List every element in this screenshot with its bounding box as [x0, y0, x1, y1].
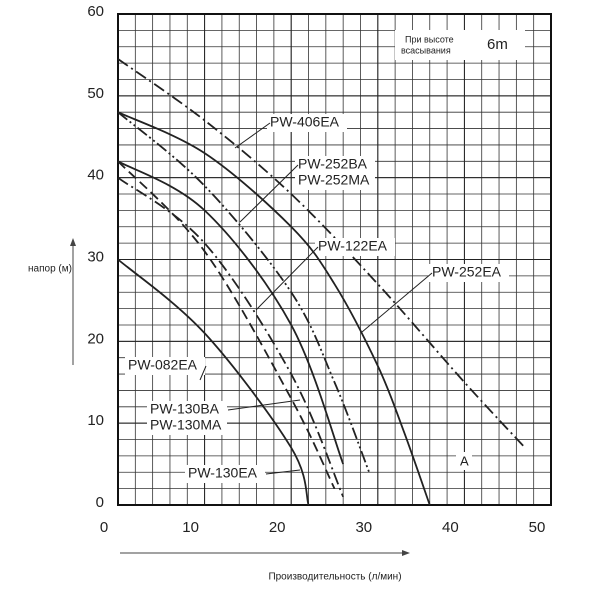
- label-bg: [429, 264, 509, 282]
- x-tick-label: 40: [442, 519, 459, 536]
- leader-line: [255, 246, 319, 311]
- series-line: [117, 111, 370, 473]
- annotation: 6m: [487, 36, 508, 53]
- annotation: A: [460, 453, 469, 468]
- label-bg: [295, 156, 375, 190]
- annotation: всасывания: [401, 45, 451, 55]
- legend-label: PW-122EA: [318, 238, 388, 254]
- leader-line: [239, 164, 299, 223]
- x-axis-label: Производительность (л/мин): [268, 572, 401, 583]
- y-tick-label: 60: [87, 3, 104, 20]
- y-arrow-head: [70, 238, 76, 246]
- annotation-box: [395, 30, 525, 60]
- series-line: [117, 160, 345, 465]
- annotation-bg: [456, 452, 472, 470]
- series-line: [117, 58, 526, 449]
- legend-label: PW-082EA: [128, 357, 198, 373]
- series-line: [117, 111, 431, 506]
- leader-line: [265, 469, 301, 475]
- y-tick-label: 10: [87, 412, 104, 429]
- y-tick-label: 50: [87, 85, 104, 102]
- legend-label: PW-252MA: [298, 172, 370, 188]
- label-bg: [185, 465, 265, 483]
- x-tick-label: 30: [355, 519, 372, 536]
- y-tick-label: 0: [96, 494, 104, 511]
- y-tick-label: 40: [87, 167, 104, 184]
- leader-line: [234, 122, 271, 149]
- label-bg: [267, 114, 347, 132]
- label-bg: [147, 401, 227, 435]
- series-line: [117, 160, 336, 490]
- x-tick-label: 10: [182, 519, 199, 536]
- x-tick-label: 20: [269, 519, 286, 536]
- leader-line: [361, 272, 433, 333]
- leader-line: [227, 399, 301, 411]
- legend-label: PW-252EA: [432, 264, 502, 280]
- legend-label: PW-252BA: [298, 156, 368, 172]
- leader-line: [199, 365, 207, 381]
- x-arrow-head: [402, 550, 410, 556]
- legend-label: PW-130EA: [188, 465, 258, 481]
- y-tick-label: 20: [87, 330, 104, 347]
- label-bg: [315, 238, 395, 256]
- annotation: При высоте: [405, 34, 454, 44]
- y-axis-label: напор (м): [28, 264, 72, 275]
- x-tick-label: 50: [529, 519, 546, 536]
- y-tick-label: 30: [87, 248, 104, 265]
- legend-label: PW-130MA: [150, 417, 222, 433]
- series-line: [117, 176, 344, 498]
- legend-label: PW-406EA: [270, 114, 340, 130]
- label-bg: [125, 357, 205, 375]
- series-line: [117, 258, 310, 506]
- legend-label: PW-130BA: [150, 401, 220, 417]
- x-tick-label: 0: [100, 519, 108, 536]
